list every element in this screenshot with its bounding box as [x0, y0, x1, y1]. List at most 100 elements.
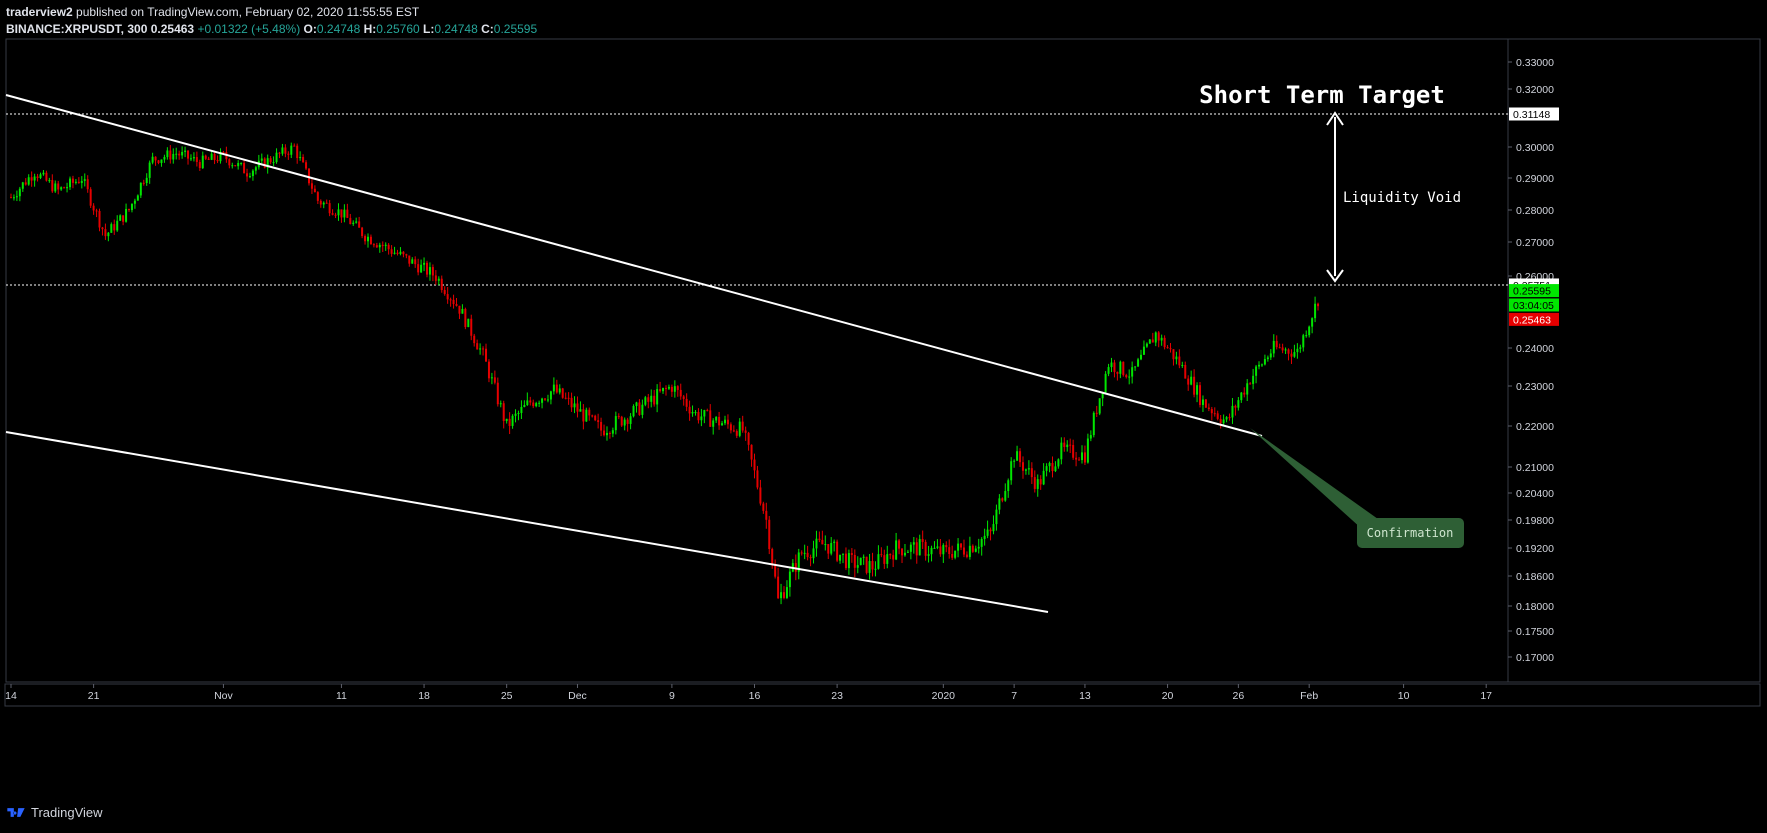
candle-body	[659, 389, 662, 392]
candle-body	[187, 150, 190, 159]
candle-body	[30, 177, 33, 181]
candle-body	[735, 431, 738, 436]
candle-body	[785, 587, 788, 598]
candle-body	[977, 546, 980, 549]
candle-body	[1296, 348, 1299, 353]
candle-body	[844, 553, 847, 569]
candle-body	[464, 308, 467, 328]
candle-body	[45, 172, 48, 181]
price-tag-label: 0.25595	[1513, 286, 1551, 298]
candle-body	[1157, 332, 1160, 341]
candle-body	[1027, 468, 1030, 470]
candle-body	[756, 470, 759, 488]
x-tick-label: 2020	[932, 690, 956, 702]
candle-body	[1092, 412, 1095, 436]
candle-body	[331, 213, 334, 215]
candle-body	[364, 236, 367, 242]
candle-body	[898, 540, 901, 549]
x-tick-label: 10	[1398, 690, 1410, 702]
candle-body	[54, 183, 57, 192]
candle-body	[476, 343, 479, 350]
candle-body	[1287, 349, 1290, 354]
candle-body	[1187, 378, 1190, 385]
candle-body	[414, 259, 417, 265]
short-term-target-label: Short Term Target	[1199, 81, 1445, 109]
candle-body	[240, 162, 243, 164]
candle-body	[1272, 340, 1275, 354]
close-label: C:	[481, 22, 494, 36]
candle-body	[682, 396, 685, 399]
candle-body	[172, 153, 175, 160]
brand-name[interactable]: TradingView	[31, 805, 103, 820]
candle-body	[827, 544, 830, 554]
candle-body	[1024, 469, 1027, 471]
candle-body	[254, 167, 257, 171]
candle-body	[119, 215, 122, 221]
candle-body	[1302, 335, 1305, 348]
candle-body	[231, 165, 234, 167]
candle-body	[980, 538, 983, 547]
candle-body	[700, 416, 703, 421]
x-tick-label: 23	[831, 690, 843, 702]
candle-body	[723, 419, 726, 424]
candle-body	[33, 176, 36, 181]
candle-body	[703, 410, 706, 417]
candle-body	[1098, 398, 1101, 414]
candle-body	[738, 421, 741, 436]
candle-body	[1199, 385, 1202, 405]
candle-body	[611, 430, 614, 434]
candle-body	[847, 553, 850, 569]
candle-body	[243, 162, 246, 174]
candle-body	[1258, 364, 1261, 367]
candle-body	[210, 153, 213, 160]
candle-body	[753, 459, 756, 471]
candle-body	[452, 299, 455, 305]
candle-body	[1042, 470, 1045, 485]
candle-body	[995, 509, 998, 525]
candle-body	[933, 547, 936, 549]
candle-body	[1249, 383, 1252, 385]
plot-frame	[5, 38, 1509, 683]
candle-body	[204, 155, 207, 159]
candle-body	[346, 209, 349, 218]
candle-body	[160, 159, 163, 164]
candle-body	[36, 176, 39, 178]
candle-body	[570, 397, 573, 408]
candle-body	[868, 561, 871, 573]
candle-body	[417, 264, 420, 273]
candle-body	[467, 318, 470, 328]
candle-body	[101, 227, 104, 230]
candle-body	[145, 177, 148, 184]
candle-body	[582, 409, 585, 422]
y-tick-label: 0.17500	[1516, 626, 1554, 638]
candle-body	[558, 388, 561, 393]
price-tag-bg	[1509, 107, 1559, 121]
candle-body	[889, 554, 892, 556]
candle-body	[1051, 462, 1054, 472]
candle-body	[10, 197, 12, 199]
candle-body	[1243, 392, 1246, 395]
candle-body	[328, 203, 331, 214]
candle-body	[608, 433, 611, 435]
candle-body	[924, 541, 927, 556]
candle-body	[1004, 491, 1007, 501]
y-tick-label: 0.19200	[1516, 543, 1554, 555]
candle-body	[189, 158, 192, 160]
candle-body	[1290, 353, 1293, 357]
candle-body	[600, 421, 603, 431]
candle-body	[1210, 409, 1213, 414]
candle-body	[201, 155, 204, 169]
author-name[interactable]: traderview2	[6, 5, 73, 19]
candle-body	[830, 542, 833, 554]
candle-body	[968, 545, 971, 557]
candle-body	[915, 542, 918, 556]
candle-body	[302, 157, 305, 163]
candle-body	[1107, 367, 1110, 374]
candle-body	[1196, 385, 1199, 395]
candle-body	[1293, 352, 1296, 357]
candle-body	[443, 289, 446, 295]
candle-body	[1193, 376, 1196, 395]
candle-body	[1039, 479, 1042, 485]
candle-body	[712, 420, 715, 427]
